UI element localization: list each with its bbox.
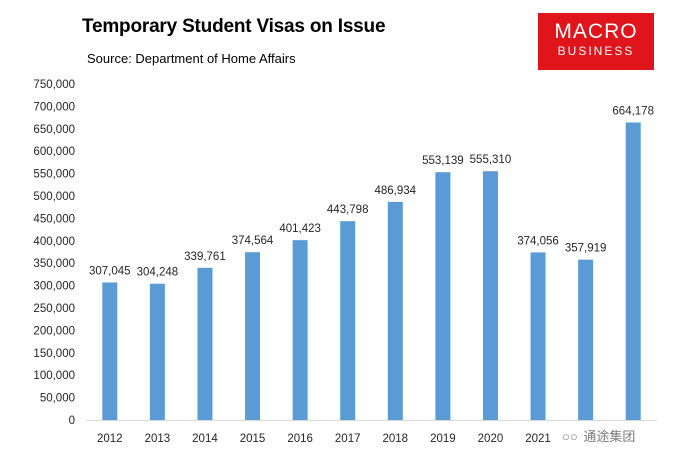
data-label: 357,919 (565, 243, 607, 255)
bar (102, 282, 118, 420)
data-label: 401,423 (279, 223, 321, 235)
chart-subtitle: Source: Department of Home Affairs (87, 51, 296, 66)
data-label: 443,798 (327, 204, 369, 216)
watermark: ○○ 通途集团 (562, 426, 635, 445)
bar (387, 201, 403, 420)
y-tick-label: 450,000 (33, 213, 75, 225)
y-tick-label: 700,000 (33, 101, 75, 113)
data-label: 339,761 (184, 251, 226, 263)
y-tick-label: 150,000 (33, 348, 75, 360)
wechat-icon: ○○ (562, 429, 578, 444)
macro-business-logo: MACRO BUSINESS (538, 13, 654, 70)
logo-line-2: BUSINESS (557, 44, 635, 58)
data-label: 307,045 (89, 265, 131, 277)
data-label: 486,934 (375, 185, 417, 197)
y-tick-label: 0 (69, 415, 75, 427)
data-label: 553,139 (422, 155, 464, 167)
logo-line-1: MACRO (554, 20, 638, 43)
bar (530, 252, 546, 420)
y-tick-label: 350,000 (33, 258, 75, 270)
bars-group (102, 122, 641, 421)
y-tick-label: 650,000 (33, 124, 75, 136)
y-tick-label: 200,000 (33, 325, 75, 337)
y-axis-ticks: 0 50,000 100,000 150,000 200,000 250,000 300,0… (33, 79, 75, 427)
bar (197, 267, 213, 420)
chart-title: Temporary Student Visas on Issue (82, 16, 386, 37)
y-tick-label: 250,000 (33, 303, 75, 315)
y-tick-label: 600,000 (33, 146, 75, 158)
bar (625, 122, 641, 421)
x-tick-label: 2019 (430, 433, 456, 445)
x-tick-label: 2014 (192, 433, 218, 445)
value-labels-group: 307,045 304,248 339,761 374,564 401,423 443,7… (89, 105, 654, 278)
y-tick-label: 550,000 (33, 169, 75, 181)
x-tick-label: 2016 (287, 433, 313, 445)
bar (435, 172, 451, 420)
x-tick-label: 2012 (97, 433, 123, 445)
x-axis-ticks: 2012 2013 2014 2015 2016 2017 2018 2019 2020 2021 (97, 433, 551, 445)
bar (482, 171, 498, 420)
bar (292, 240, 308, 420)
y-tick-label: 750,000 (33, 79, 75, 91)
x-tick-label: 2015 (240, 433, 266, 445)
y-tick-label: 500,000 (33, 191, 75, 203)
data-label: 664,178 (612, 105, 654, 117)
data-label: 304,248 (137, 267, 179, 279)
x-tick-label: 2021 (525, 433, 551, 445)
x-tick-label: 2018 (382, 433, 408, 445)
bar (149, 283, 165, 420)
watermark-text: 通途集团 (583, 429, 636, 444)
x-tick-label: 2020 (478, 433, 504, 445)
x-tick-label: 2013 (145, 433, 171, 445)
y-tick-label: 300,000 (33, 281, 75, 293)
y-tick-label: 400,000 (33, 236, 75, 248)
y-tick-label: 100,000 (33, 370, 75, 382)
data-label: 374,564 (232, 235, 274, 247)
bar (578, 259, 594, 420)
data-label: 555,310 (470, 154, 512, 166)
bar (340, 221, 356, 420)
bar (245, 252, 261, 420)
x-tick-label: 2017 (335, 433, 361, 445)
y-tick-label: 50,000 (40, 393, 75, 405)
data-label: 374,056 (517, 235, 559, 247)
